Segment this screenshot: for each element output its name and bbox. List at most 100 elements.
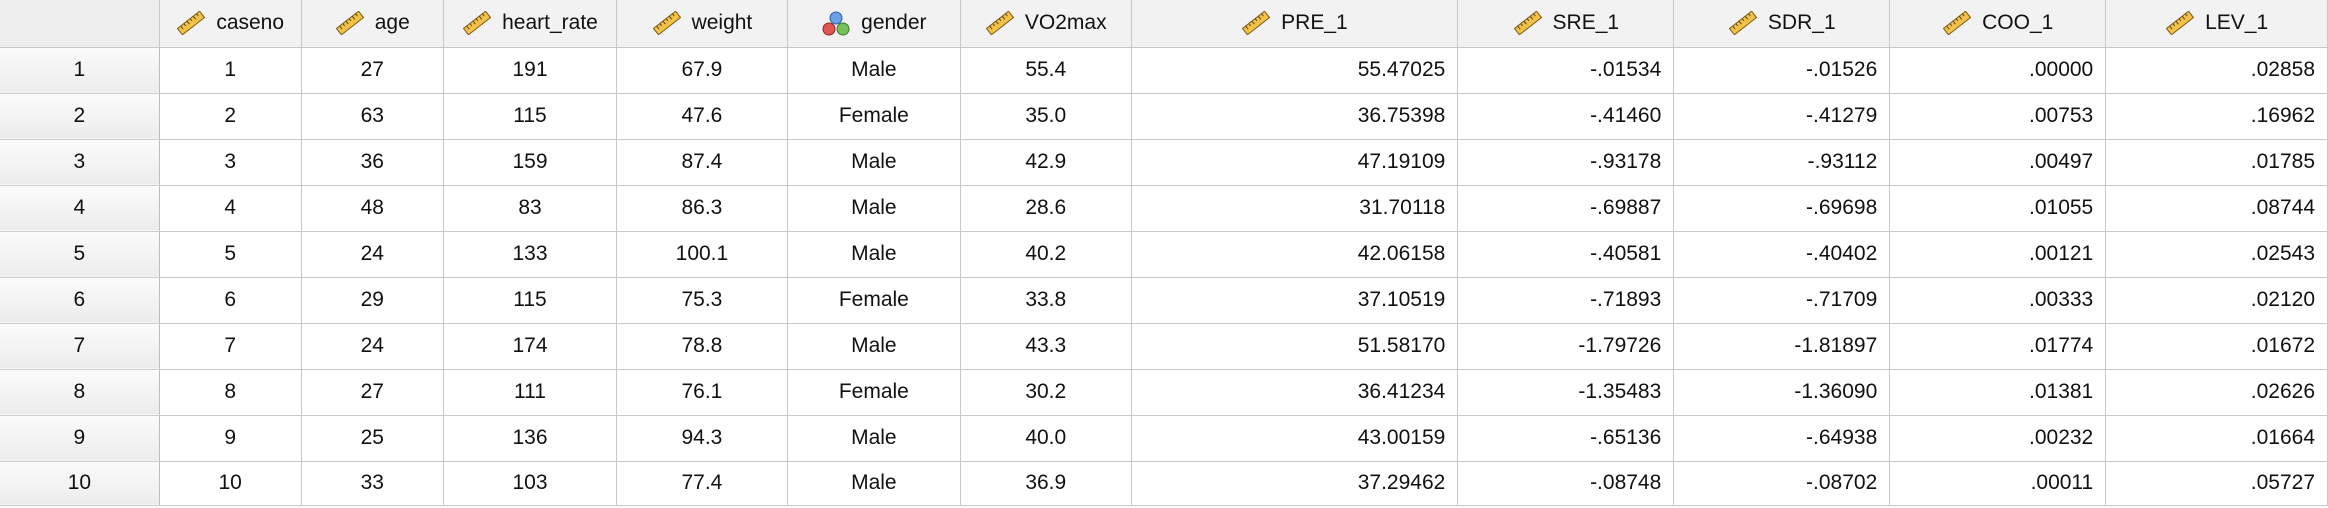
cell-weight[interactable]: 77.4 [616,461,788,506]
cell-caseno[interactable]: 3 [159,139,302,186]
cell-coo-1[interactable]: .00333 [1889,277,2107,324]
cell-caseno[interactable]: 9 [159,415,302,462]
cell-heart-rate[interactable]: 115 [443,93,618,140]
column-header-sdr-1[interactable]: SDR_1 [1673,0,1891,48]
cell-age[interactable]: 29 [301,277,444,324]
cell-coo-1[interactable]: .00232 [1889,415,2107,462]
row-number[interactable]: 7 [0,323,160,370]
cell-age[interactable]: 36 [301,139,444,186]
cell-caseno[interactable]: 8 [159,369,302,416]
cell-sdr-1[interactable]: -.64938 [1673,415,1891,462]
cell-sdr-1[interactable]: -1.36090 [1673,369,1891,416]
cell-lev-1[interactable]: .01785 [2105,139,2328,186]
cell-vo2max[interactable]: 40.0 [960,415,1132,462]
row-number[interactable]: 3 [0,139,160,186]
cell-lev-1[interactable]: .02543 [2105,231,2328,278]
cell-gender[interactable]: Male [787,139,962,186]
cell-heart-rate[interactable]: 159 [443,139,618,186]
cell-heart-rate[interactable]: 191 [443,47,618,94]
cell-pre-1[interactable]: 43.00159 [1131,415,1459,462]
row-number[interactable]: 6 [0,277,160,324]
cell-weight[interactable]: 100.1 [616,231,788,278]
cell-sre-1[interactable]: -.41460 [1457,93,1675,140]
cell-heart-rate[interactable]: 115 [443,277,618,324]
column-header-caseno[interactable]: caseno [159,0,302,48]
cell-sdr-1[interactable]: -.08702 [1673,461,1891,506]
cell-caseno[interactable]: 1 [159,47,302,94]
column-header-pre-1[interactable]: PRE_1 [1131,0,1459,48]
cell-caseno[interactable]: 2 [159,93,302,140]
cell-sre-1[interactable]: -.69887 [1457,185,1675,232]
cell-weight[interactable]: 67.9 [616,47,788,94]
cell-gender[interactable]: Male [787,185,962,232]
cell-sre-1[interactable]: -.01534 [1457,47,1675,94]
cell-sre-1[interactable]: -.65136 [1457,415,1675,462]
cell-sdr-1[interactable]: -.69698 [1673,185,1891,232]
cell-coo-1[interactable]: .00497 [1889,139,2107,186]
cell-coo-1[interactable]: .01381 [1889,369,2107,416]
row-number[interactable]: 1 [0,47,160,94]
row-number[interactable]: 10 [0,461,160,506]
cell-sre-1[interactable]: -.08748 [1457,461,1675,506]
cell-lev-1[interactable]: .02120 [2105,277,2328,324]
cell-heart-rate[interactable]: 174 [443,323,618,370]
cell-age[interactable]: 48 [301,185,444,232]
cell-vo2max[interactable]: 28.6 [960,185,1132,232]
cell-coo-1[interactable]: .01774 [1889,323,2107,370]
cell-coo-1[interactable]: .00753 [1889,93,2107,140]
cell-sdr-1[interactable]: -1.81897 [1673,323,1891,370]
cell-lev-1[interactable]: .08744 [2105,185,2328,232]
cell-lev-1[interactable]: .16962 [2105,93,2328,140]
cell-gender[interactable]: Male [787,461,962,506]
cell-vo2max[interactable]: 36.9 [960,461,1132,506]
cell-sdr-1[interactable]: -.71709 [1673,277,1891,324]
cell-sdr-1[interactable]: -.01526 [1673,47,1891,94]
cell-vo2max[interactable]: 42.9 [960,139,1132,186]
cell-vo2max[interactable]: 40.2 [960,231,1132,278]
cell-heart-rate[interactable]: 133 [443,231,618,278]
cell-weight[interactable]: 76.1 [616,369,788,416]
cell-sdr-1[interactable]: -.93112 [1673,139,1891,186]
cell-lev-1[interactable]: .02858 [2105,47,2328,94]
column-header-weight[interactable]: weight [616,0,788,48]
cell-weight[interactable]: 94.3 [616,415,788,462]
cell-vo2max[interactable]: 43.3 [960,323,1132,370]
cell-gender[interactable]: Male [787,47,962,94]
cell-age[interactable]: 33 [301,461,444,506]
cell-vo2max[interactable]: 30.2 [960,369,1132,416]
cell-sre-1[interactable]: -1.79726 [1457,323,1675,370]
cell-age[interactable]: 25 [301,415,444,462]
column-header-gender[interactable]: gender [787,0,962,48]
cell-pre-1[interactable]: 31.70118 [1131,185,1459,232]
cell-weight[interactable]: 78.8 [616,323,788,370]
corner-cell[interactable] [0,0,160,48]
cell-sre-1[interactable]: -.40581 [1457,231,1675,278]
cell-gender[interactable]: Female [787,369,962,416]
cell-caseno[interactable]: 6 [159,277,302,324]
cell-gender[interactable]: Male [787,415,962,462]
cell-vo2max[interactable]: 55.4 [960,47,1132,94]
row-number[interactable]: 9 [0,415,160,462]
column-header-heart-rate[interactable]: heart_rate [443,0,618,48]
cell-pre-1[interactable]: 37.10519 [1131,277,1459,324]
row-number[interactable]: 2 [0,93,160,140]
cell-pre-1[interactable]: 55.47025 [1131,47,1459,94]
cell-weight[interactable]: 86.3 [616,185,788,232]
cell-lev-1[interactable]: .01664 [2105,415,2328,462]
column-header-vo2max[interactable]: VO2max [960,0,1132,48]
cell-coo-1[interactable]: .00121 [1889,231,2107,278]
cell-vo2max[interactable]: 33.8 [960,277,1132,324]
cell-sre-1[interactable]: -.71893 [1457,277,1675,324]
cell-pre-1[interactable]: 51.58170 [1131,323,1459,370]
cell-coo-1[interactable]: .00011 [1889,461,2107,506]
cell-heart-rate[interactable]: 83 [443,185,618,232]
cell-pre-1[interactable]: 42.06158 [1131,231,1459,278]
cell-heart-rate[interactable]: 103 [443,461,618,506]
cell-vo2max[interactable]: 35.0 [960,93,1132,140]
cell-sre-1[interactable]: -1.35483 [1457,369,1675,416]
cell-age[interactable]: 24 [301,323,444,370]
cell-coo-1[interactable]: .01055 [1889,185,2107,232]
cell-lev-1[interactable]: .01672 [2105,323,2328,370]
cell-sre-1[interactable]: -.93178 [1457,139,1675,186]
cell-weight[interactable]: 87.4 [616,139,788,186]
